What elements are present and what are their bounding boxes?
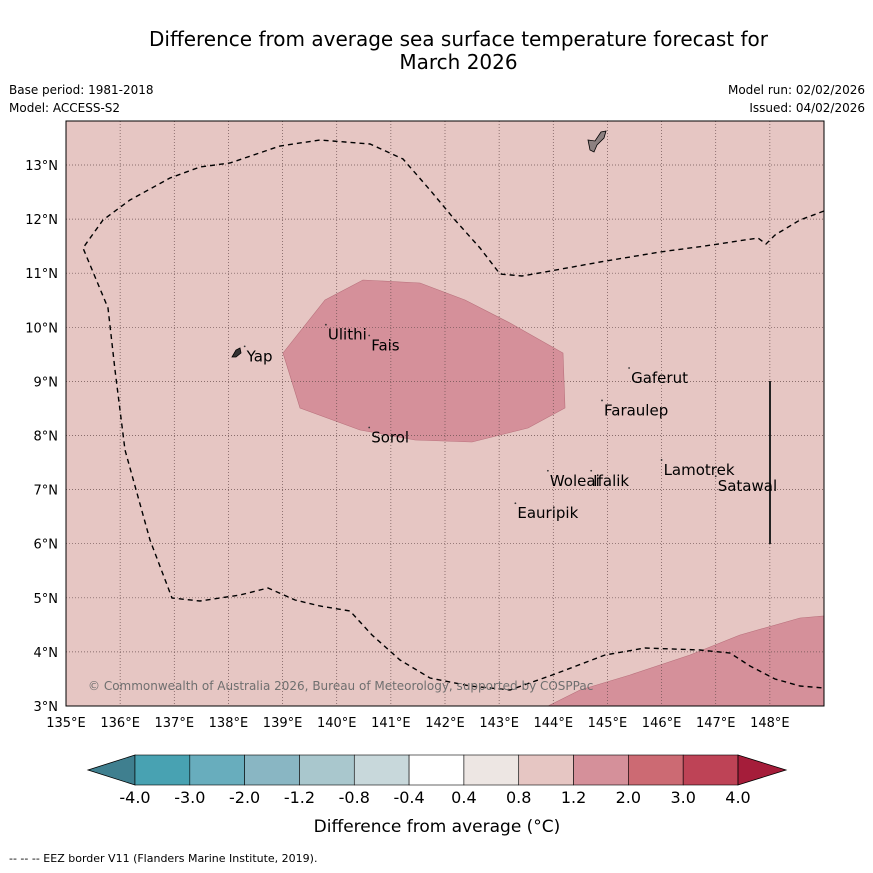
place-label: Woleai (550, 472, 600, 490)
longitude-label: 141°E (371, 716, 411, 731)
longitude-label: 139°E (263, 716, 303, 731)
colorbar-segment (353, 754, 410, 786)
model-name: Model: ACCESS-S2 (9, 101, 121, 115)
colorbar-tick-label: 3.0 (670, 788, 695, 807)
place-label: Ifalik (593, 472, 629, 490)
eez-border (82, 139, 825, 691)
colorbar-segment (299, 754, 355, 786)
longitude-label: 144°E (534, 716, 574, 731)
place-label: Ulithi (328, 326, 367, 344)
colorbar-extend-high (737, 754, 788, 786)
place-marker (368, 334, 371, 337)
place-label: Eauripik (517, 504, 578, 522)
chart-title: Difference from average sea surface temp… (44, 28, 873, 74)
colorbar-tick-label: -2.0 (229, 788, 260, 807)
colorbar-tick-label: 4.0 (725, 788, 750, 807)
place-marker (628, 367, 630, 369)
longitude-label: 136°E (100, 716, 140, 731)
title-line-1: Difference from average sea surface temp… (148, 27, 768, 51)
colorbar-tick-label: 0.4 (451, 788, 476, 807)
place-marker (243, 345, 246, 348)
meta-left: Base period: 1981-2018 Model: ACCESS-S2 (9, 81, 154, 117)
longitude-label: 137°E (155, 716, 195, 731)
place-marker (714, 475, 717, 478)
latitude-label: 8°N (34, 430, 59, 445)
place-marker (324, 323, 327, 326)
colorbar-tick-label: -4.0 (119, 788, 150, 807)
colorbar-segment (573, 754, 629, 786)
colorbar: -4.0 -3.0 -2.0 -1.2 -0.8 -0.4 0.4 0.8 1.2 2.0 3.0 4… (86, 754, 788, 807)
latitude-label: 12°N (25, 213, 58, 228)
title-line-2: March 2026 (399, 50, 518, 74)
place-label: Faraulep (604, 401, 668, 419)
model-run: Model run: 02/02/2026 (727, 83, 865, 97)
place-label: Yap (246, 347, 273, 365)
longitude-label: 143°E (479, 716, 519, 731)
colorbar-tick-label: -3.0 (174, 788, 205, 807)
colorbar-segment (682, 754, 739, 786)
colorbar-segment (628, 754, 684, 786)
colorbar-tick-label: 2.0 (616, 788, 641, 807)
colorbar-tick-label: 0.8 (506, 788, 531, 807)
place-marker (660, 459, 663, 461)
place-marker (368, 426, 371, 429)
meta-right: Model run: 02/02/2026 Issued: 04/02/2026 (728, 81, 865, 117)
place-marker (514, 502, 517, 505)
map-frame (65, 120, 825, 707)
eez-credit: -- -- -- EEZ border V11 (Flanders Marine… (9, 852, 318, 865)
colorbar-tick-label: -0.4 (393, 788, 424, 807)
yap-island (231, 347, 242, 358)
place-label: Fais (371, 337, 400, 355)
longitude-label: 148°E (750, 716, 790, 731)
latitude-label: 7°N (34, 484, 59, 499)
latitude-label: 10°N (25, 321, 58, 336)
latitude-labels: 3°N 4°N 5°N 6°N 7°N 8°N 9°N 10°N 11°N 12°N 13°N (25, 159, 58, 715)
place-label: Satawal (718, 477, 777, 495)
base-period: Base period: 1981-2018 (9, 83, 154, 97)
latitude-label: 5°N (34, 592, 59, 607)
colorbar-tick-label: -1.2 (284, 788, 315, 807)
colorbar-tick-label: 1.2 (561, 788, 586, 807)
colorbar-segment (463, 754, 520, 786)
latitude-label: 9°N (34, 375, 59, 390)
longitude-label: 138°E (209, 716, 249, 731)
warm-anomaly-region (282, 279, 566, 443)
place-marker (546, 469, 549, 472)
colorbar-segment (408, 754, 465, 786)
place-label: Gaferut (631, 369, 688, 387)
longitude-label: 146°E (642, 716, 682, 731)
longitude-label: 145°E (588, 716, 628, 731)
longitude-label: 135°E (46, 716, 86, 731)
place-marker (601, 399, 603, 402)
longitude-labels: 135°E 136°E 137°E 138°E 139°E 140°E 141°E 142°E… (46, 716, 789, 731)
place-label: Sorol (371, 429, 409, 447)
colorbar-label: Difference from average (°C) (314, 817, 561, 837)
latitude-label: 3°N (34, 700, 59, 715)
colorbar-tick-label: -0.8 (339, 788, 370, 807)
place-marker (590, 469, 593, 472)
guam-island (587, 130, 607, 153)
colorbar-segment (518, 754, 574, 786)
longitude-label: 140°E (317, 716, 357, 731)
colorbar-segment (244, 754, 300, 786)
issued-date: Issued: 04/02/2026 (749, 101, 865, 115)
latitude-label: 13°N (25, 159, 58, 174)
colorbar-segment (189, 754, 245, 786)
place-label: Lamotrek (664, 461, 735, 479)
copyright-text: © Commonwealth of Australia 2026, Bureau… (88, 679, 593, 693)
colorbar-segment (134, 754, 191, 786)
latitude-label: 4°N (34, 646, 59, 661)
longitude-label: 142°E (425, 716, 465, 731)
longitude-label: 147°E (696, 716, 736, 731)
latitude-label: 11°N (25, 267, 58, 282)
latitude-label: 6°N (34, 538, 59, 553)
colorbar-extend-low (86, 754, 136, 786)
